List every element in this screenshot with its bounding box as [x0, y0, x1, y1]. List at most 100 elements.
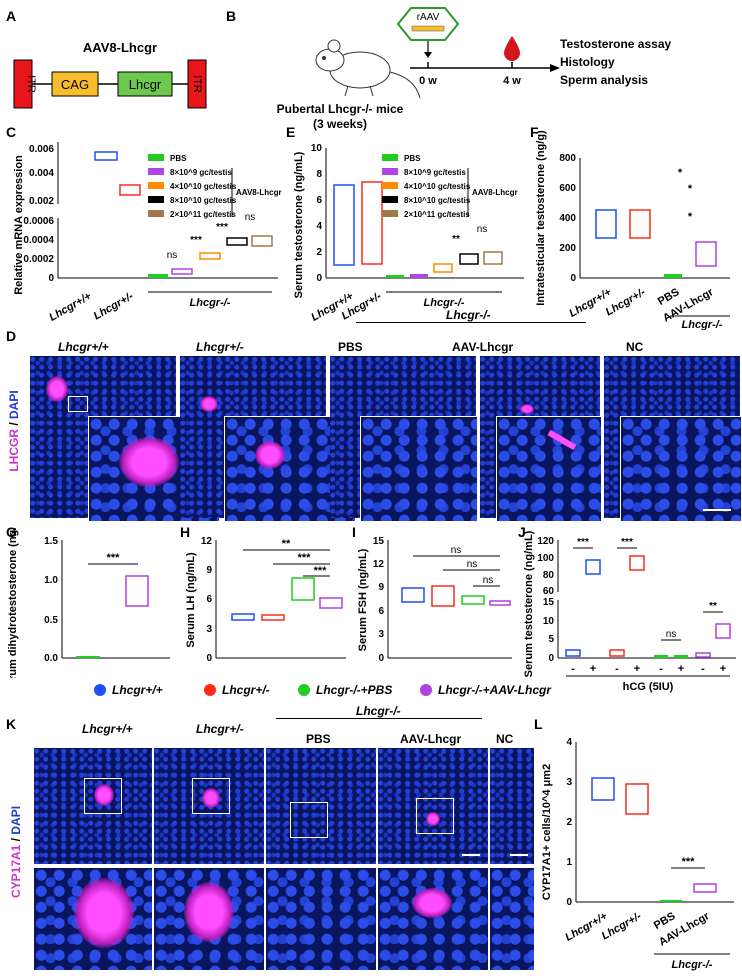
- micro-d-dapi: DAPI: [7, 390, 21, 419]
- chart-c-ylabel: Relative mRNA expression: [13, 155, 25, 295]
- chart-j-sign-2: -: [615, 663, 619, 675]
- micro-k: CYP17A1 / DAPI Lhcgr+/+ Lhcgr+/- PBS AAV…: [0, 704, 534, 976]
- chart-j-sign-3: +: [634, 663, 640, 675]
- micro-d-title-0: Lhcgr+/+: [58, 340, 109, 354]
- chart-g: Serum dihydrotestosterone (ng/mL) 0.0 0.…: [7, 528, 170, 678]
- panel-label-d: D: [6, 328, 17, 344]
- chart-c-box-wt: [94, 151, 118, 161]
- micro-k-title-1: Lhcgr+/-: [196, 722, 244, 736]
- panel-label-l: L: [534, 716, 543, 732]
- micro-k-top-2: [266, 748, 376, 864]
- chart-e-tick-4: 8: [316, 169, 322, 180]
- chart-e-box-wt: [333, 184, 355, 266]
- chart-i-tick-3: 9: [378, 582, 384, 593]
- chart-f-box-wt: [595, 209, 617, 239]
- chart-c-tick-u1: 0.004: [29, 168, 54, 179]
- chart-c-tick-u0: 0.002: [29, 196, 54, 207]
- chart-i-sig-2: ns: [483, 575, 494, 586]
- chart-h-tick-3: 9: [206, 565, 212, 576]
- chart-c-sig-0: ns: [167, 250, 178, 261]
- cag-box: [51, 71, 99, 97]
- chart-e-sig-0: **: [452, 234, 460, 245]
- chart-c-box-d2: [199, 252, 221, 260]
- panel-label-k: K: [6, 716, 17, 732]
- micro-d-stain: LHCGR: [7, 429, 21, 472]
- panel-label-i: I: [352, 524, 356, 540]
- chart-l-tick-4: 4: [566, 737, 572, 748]
- micro-k-title-4: NC: [496, 732, 514, 746]
- mouse-icon: [315, 39, 421, 99]
- micro-k-zoom-2: [266, 868, 376, 970]
- chart-l: CYP17A1+ cells/10^4 μm2 0 1 2 3 4 *** Lh…: [541, 737, 734, 971]
- chart-j-sign-4: -: [659, 663, 663, 675]
- chart-e-group: Lhcgr-/-: [424, 297, 465, 309]
- micro-d-title-2: PBS: [338, 340, 363, 354]
- chart-c-tick-l2: 0.0004: [23, 235, 54, 246]
- chart-g-tick-1: 0.5: [44, 615, 58, 626]
- micro-k-top-3: [378, 748, 488, 864]
- chart-c-box-d4: [251, 235, 273, 247]
- micro-d-title-3: AAV-Lhcgr: [452, 340, 514, 354]
- chart-e-legend-3: 8×10^10 gc/testis: [404, 196, 471, 205]
- chart-l-tick-2: 2: [566, 817, 572, 828]
- panel-label-g: G: [6, 524, 17, 540]
- micro-k-group: Lhcgr-/-: [356, 704, 401, 718]
- itr-left-label: ITR: [25, 75, 37, 93]
- micro-k-top-1: [154, 748, 264, 864]
- chart-e-legend-1: 8×10^9 gc/testis: [404, 168, 466, 177]
- chart-i-sig-1: ns: [467, 559, 478, 570]
- micro-k-title-0: Lhcgr+/+: [82, 722, 133, 736]
- chart-g-sig-0: ***: [107, 552, 121, 564]
- micro-d-sep: /: [7, 419, 21, 429]
- chart-j-ylabel: Serum testosterone (ng/mL): [523, 530, 535, 677]
- blood-drop-icon: [504, 36, 520, 61]
- chart-j-tick-u2: 100: [537, 553, 554, 564]
- chart-l-box-wt: [591, 777, 615, 801]
- chart-e: Serum testosterone (ng/mL) 0 2 4 6 8 10 …: [293, 143, 524, 324]
- chart-f-tick-1: 200: [559, 243, 576, 254]
- chart-e-box-d2: [433, 263, 453, 273]
- chart-j-tick-u1: 80: [543, 570, 555, 581]
- experiment-design: Pubertal Lhcgr-/- mice (3 weeks) rAAV 0 …: [277, 7, 671, 131]
- chart-f-box-het: [629, 209, 651, 239]
- time-0w: 0 w: [419, 75, 437, 87]
- chart-l-ylabel: CYP17A1+ cells/10^4 μm2: [541, 764, 553, 900]
- chart-l-sig-0: ***: [682, 856, 696, 868]
- chart-f-tick-3: 600: [559, 183, 576, 194]
- chart-c-sig-1: ***: [190, 235, 202, 246]
- legend-group-2: Lhcgr-/-+PBS: [316, 683, 392, 697]
- panel-label-f: F: [530, 124, 539, 140]
- chart-j-tick-l3: 15: [543, 597, 555, 608]
- virus-icon: rAAV: [396, 7, 460, 41]
- chart-c-tick-u2: 0.006: [29, 144, 54, 155]
- chart-h-tick-1: 3: [206, 624, 212, 635]
- chart-i-tick-0: 0: [378, 653, 384, 664]
- panel-label-h: H: [180, 524, 191, 540]
- micro-d-title-4: NC: [626, 340, 644, 354]
- chart-f-x-1: Lhcgr+/-: [604, 286, 648, 318]
- micro-k-zoom-1: [154, 868, 264, 970]
- chart-j-box-wt-minus: [565, 649, 581, 657]
- itr-right-box: [187, 59, 207, 109]
- chart-l-box-aav: [693, 883, 717, 893]
- chart-h-box-het: [261, 614, 285, 621]
- micro-k-title-3: AAV-Lhcgr: [400, 732, 462, 746]
- chart-c-tick-l0: 0: [48, 273, 54, 284]
- itr-left-box: [13, 59, 33, 109]
- mice-label-line2: (3 weeks): [313, 117, 367, 131]
- construct-diagram: AAV8-Lhcgr ITR CAG Lhcgr ITR: [13, 40, 207, 109]
- chart-j-sign-1: +: [590, 663, 596, 675]
- chart-j-xlabel: hCG (5IU): [623, 681, 674, 693]
- chart-c-legend-2: 4×10^10 gc/testis: [170, 182, 237, 191]
- chart-i-box-aav: [489, 600, 511, 606]
- micro-d-zoom-4: [620, 416, 742, 522]
- chart-j-tick-l1: 5: [548, 634, 554, 645]
- micro-d-title-1: Lhcgr+/-: [196, 340, 244, 354]
- chart-i: Serum FSH (ng/mL) 0 3 6 9 12 15 ns ns ns: [357, 536, 512, 664]
- time-4w: 4 w: [503, 75, 521, 87]
- chart-l-tick-0: 0: [566, 897, 572, 908]
- legend-group-3: Lhcgr-/-+AAV-Lhcgr: [438, 683, 552, 697]
- chart-c-x-wt: Lhcgr+/+: [47, 290, 94, 324]
- chart-j-sign-7: +: [720, 663, 726, 675]
- chart-i-box-pbs: [461, 595, 485, 605]
